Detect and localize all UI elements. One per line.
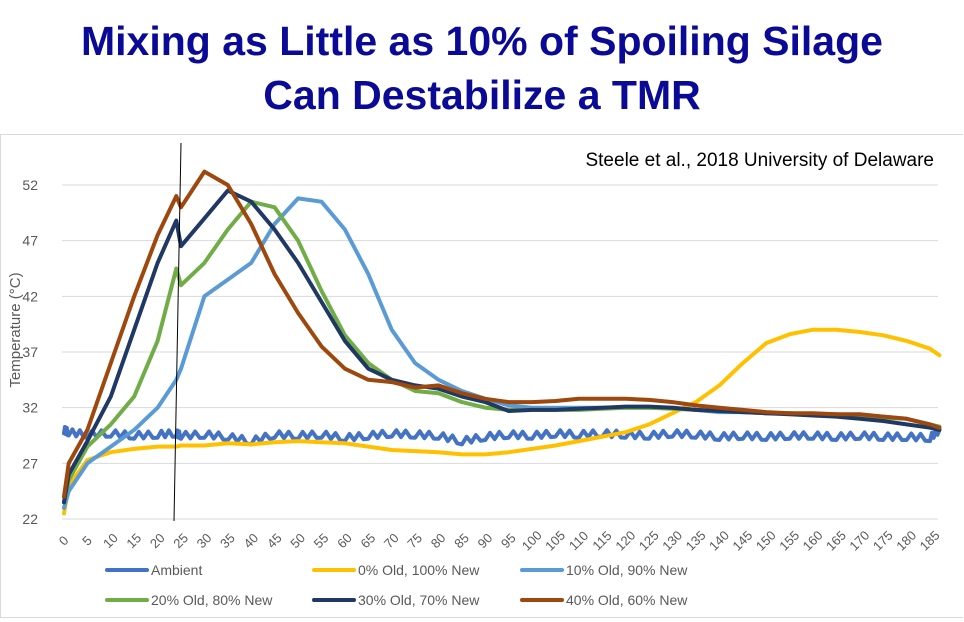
y-tick-label: 32	[22, 400, 38, 416]
legend-item: Ambient	[105, 562, 202, 578]
x-tick-label: 30	[194, 530, 215, 551]
x-tick-label: 185	[917, 528, 943, 554]
x-tick-label: 90	[475, 530, 496, 551]
x-tick-label: 105	[542, 528, 568, 554]
annotation-vertical-line	[173, 142, 182, 522]
legend-label: 20% Old, 80% New	[151, 592, 273, 608]
x-tick-label: 35	[217, 530, 238, 551]
x-tick-label: 25	[170, 530, 191, 551]
legend-swatch	[105, 598, 149, 602]
x-tick-label: 85	[451, 530, 472, 551]
title-line-2: Can Destabilize a TMR	[263, 72, 701, 118]
x-tick-label: 160	[800, 528, 826, 554]
x-tick-label: 135	[683, 528, 709, 554]
series-line-30-old-70-new	[62, 188, 942, 505]
x-tick-label: 180	[893, 528, 919, 554]
y-tick-label: 22	[22, 511, 38, 527]
x-tick-label: 45	[264, 530, 285, 551]
x-tick-label: 40	[240, 530, 261, 551]
x-tick-label: 5	[79, 533, 95, 549]
legend-label: 10% Old, 90% New	[566, 562, 688, 578]
legend-item: 0% Old, 100% New	[312, 562, 479, 578]
series-line-40-old-60-new	[62, 169, 942, 499]
x-tick-label: 100	[519, 528, 545, 554]
x-tick-label: 150	[753, 528, 779, 554]
legend-swatch	[312, 568, 356, 572]
x-tick-label: 95	[498, 530, 519, 551]
x-tick-label: 140	[706, 528, 732, 554]
legend-label: 30% Old, 70% New	[358, 592, 480, 608]
x-tick-label: 70	[381, 530, 402, 551]
legend-label: 0% Old, 100% New	[358, 562, 480, 578]
x-tick-label: 165	[823, 528, 849, 554]
y-tick-label: 37	[22, 344, 38, 360]
legend-label: Ambient	[151, 562, 203, 578]
series-line-0-old-100-new	[62, 327, 942, 516]
legend-item: 10% Old, 90% New	[520, 562, 687, 578]
legend-item: 30% Old, 70% New	[312, 592, 479, 608]
x-tick-label: 110	[566, 528, 591, 553]
x-tick-label: 15	[123, 530, 144, 551]
legend-swatch	[520, 568, 564, 572]
x-tick-label: 170	[846, 528, 872, 554]
legend-item: 40% Old, 60% New	[520, 592, 687, 608]
x-tick-label: 155	[776, 528, 802, 554]
x-tick-label: 80	[428, 530, 449, 551]
x-tick-label: 55	[311, 530, 332, 551]
x-tick-label: 130	[659, 528, 685, 554]
x-tick-label: 20	[147, 530, 168, 551]
series-line-10-old-90-new	[62, 196, 942, 510]
series-line-ambient	[62, 425, 942, 447]
x-tick-label: 65	[357, 530, 378, 551]
y-tick-label: 27	[22, 455, 38, 471]
legend-swatch	[312, 598, 356, 602]
y-tick-label: 52	[22, 177, 38, 193]
y-axis-label: Temperature (°C)	[7, 272, 24, 387]
x-tick-label: 75	[404, 530, 425, 551]
x-tick-label: 120	[612, 528, 638, 554]
slide-title: Mixing as Little as 10% of Spoiling Sila…	[0, 14, 964, 122]
legend-swatch	[105, 568, 149, 572]
x-tick-label: 175	[870, 528, 896, 554]
legend-swatch	[520, 598, 564, 602]
legend-label: 40% Old, 60% New	[566, 592, 688, 608]
x-tick-label: 115	[589, 528, 614, 553]
x-tick-label: 125	[636, 528, 662, 554]
x-tick-label: 50	[287, 530, 308, 551]
x-tick-label: 60	[334, 530, 355, 551]
legend-item: 20% Old, 80% New	[105, 592, 272, 608]
citation: Steele et al., 2018 University of Delawa…	[585, 150, 934, 171]
chart-frame	[0, 134, 963, 618]
x-tick-label: 145	[729, 528, 755, 554]
y-tick-label: 42	[22, 288, 38, 304]
title-line-1: Mixing as Little as 10% of Spoiling Sila…	[81, 18, 883, 64]
x-tick-label: 0	[56, 533, 72, 549]
y-tick-label: 47	[22, 233, 38, 249]
x-tick-label: 10	[100, 530, 121, 551]
